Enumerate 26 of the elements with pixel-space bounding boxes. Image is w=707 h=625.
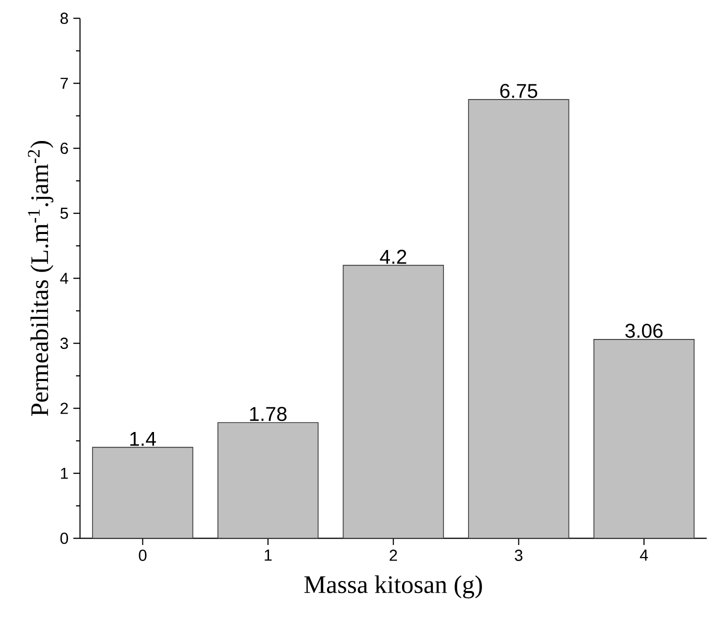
x-axis-title: Massa kitosan (g) — [304, 575, 482, 598]
x-tick-label: 0 — [138, 550, 146, 561]
x-tick-label: 1 — [264, 550, 272, 561]
data-label: 1.78 — [250, 406, 287, 422]
data-label: 3.06 — [625, 324, 663, 338]
bar — [593, 339, 695, 539]
y-axis-title: Permeabilitas (L.m$^{-1}$.jam$^{-2}$) — [28, 141, 54, 416]
y-tick-label: 3 — [60, 338, 68, 349]
bar — [342, 264, 444, 539]
x-tick-label: 3 — [514, 550, 522, 561]
bar — [217, 422, 319, 539]
data-label: 4.2 — [380, 250, 406, 264]
data-label: 6.75 — [500, 84, 538, 98]
y-tick-label: 1 — [60, 468, 68, 479]
y-tick-label: 8 — [60, 12, 68, 24]
y-tick-label: 4 — [60, 272, 68, 284]
y-tick-label: 2 — [60, 402, 68, 414]
bar — [468, 99, 570, 539]
x-tick-label: 2 — [390, 550, 397, 561]
bar — [92, 446, 194, 539]
y-tick-label: 0 — [60, 532, 68, 544]
y-tick-label: 6 — [60, 142, 68, 154]
y-tick-label: 5 — [60, 208, 68, 219]
y-tick-label: 7 — [60, 78, 68, 89]
x-tick-label: 4 — [640, 550, 648, 561]
data-label: 1.4 — [130, 432, 156, 446]
